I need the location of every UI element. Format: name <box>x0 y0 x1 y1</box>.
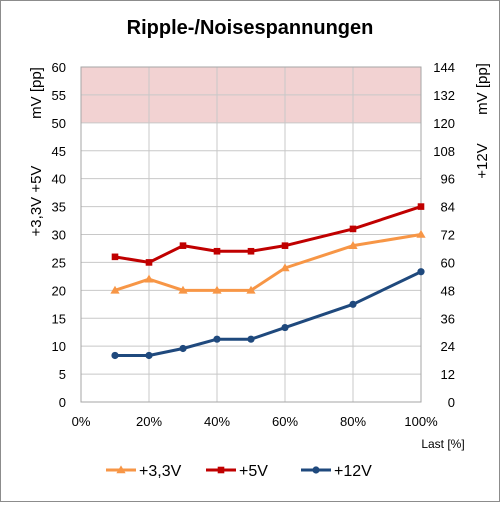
x-tick: 60% <box>272 414 298 429</box>
series-line <box>114 233 422 292</box>
y-tick-left: 60 <box>52 60 66 75</box>
legend-label: +3,3V <box>139 463 182 480</box>
data-point <box>145 259 153 266</box>
y-tick-right: 0 <box>448 395 455 410</box>
y-axis-right-unit: mV [pp] <box>474 63 491 115</box>
data-point <box>212 285 222 294</box>
data-point <box>246 285 256 294</box>
data-point <box>116 465 126 474</box>
data-point <box>179 344 187 353</box>
y-tick-left: 10 <box>52 339 66 354</box>
x-tick: 20% <box>136 414 162 429</box>
legend-label: +12V <box>334 463 372 480</box>
y-tick-left: 50 <box>52 116 66 131</box>
y-tick-right: 72 <box>441 228 455 243</box>
data-point <box>178 285 188 294</box>
y-tick-right: 108 <box>433 144 455 159</box>
y-tick-right: 144 <box>433 60 455 75</box>
data-point <box>213 335 221 343</box>
legend-label: +5V <box>239 463 268 480</box>
y-tick-left: 25 <box>52 255 66 270</box>
y-tick-right: 48 <box>441 283 455 298</box>
y-axis-right-label: +12V <box>474 143 491 178</box>
y-tick-left: 20 <box>52 283 66 298</box>
data-point <box>247 335 255 343</box>
y-axis-left-unit: mV [pp] <box>28 67 45 119</box>
y-tick-left: 0 <box>59 395 66 410</box>
y-tick-left: 15 <box>52 311 66 326</box>
x-tick: 0% <box>72 414 91 429</box>
data-point <box>110 285 120 294</box>
chart-title: Ripple-/Noisespannungen <box>127 17 374 39</box>
y-tick-right: 12 <box>441 367 455 382</box>
data-point <box>348 241 358 249</box>
data-point <box>349 225 357 233</box>
data-point <box>145 351 153 360</box>
data-point <box>144 274 154 283</box>
legend: +3,3V +5V +12V <box>106 463 372 480</box>
data-point <box>417 268 425 276</box>
y-tick-right: 120 <box>433 116 455 131</box>
data-point <box>281 242 289 249</box>
series-line <box>114 205 422 264</box>
data-point <box>111 351 119 360</box>
y-tick-right: 60 <box>441 255 455 270</box>
x-tick: 40% <box>204 414 230 429</box>
y-tick-right: 36 <box>441 311 455 326</box>
y-tick-left: 45 <box>52 144 66 159</box>
x-tick: 100% <box>404 414 438 429</box>
y-tick-left: 55 <box>52 88 66 103</box>
y-tick-right: 84 <box>441 200 455 215</box>
y-tick-left: 35 <box>52 200 66 215</box>
data-point <box>111 253 119 261</box>
data-point <box>416 229 426 238</box>
data-point <box>417 203 425 210</box>
y-tick-left: 40 <box>52 172 66 187</box>
data-point <box>213 247 221 255</box>
y-axis-left-label: +3,3V +5V <box>28 166 45 237</box>
data-point <box>281 323 289 332</box>
data-point <box>312 466 320 474</box>
x-tick: 80% <box>340 414 366 429</box>
data-point <box>217 466 225 474</box>
data-point <box>280 263 290 272</box>
data-point <box>349 300 357 308</box>
series-line <box>115 270 422 357</box>
y-tick-left: 5 <box>59 367 66 382</box>
y-tick-right: 24 <box>441 339 455 354</box>
y-tick-right: 132 <box>433 88 455 103</box>
data-point <box>179 242 187 249</box>
data-point <box>247 247 255 255</box>
y-tick-left: 30 <box>52 228 66 243</box>
y-tick-right: 96 <box>441 172 455 187</box>
x-axis-label: Last [%] <box>421 437 464 451</box>
